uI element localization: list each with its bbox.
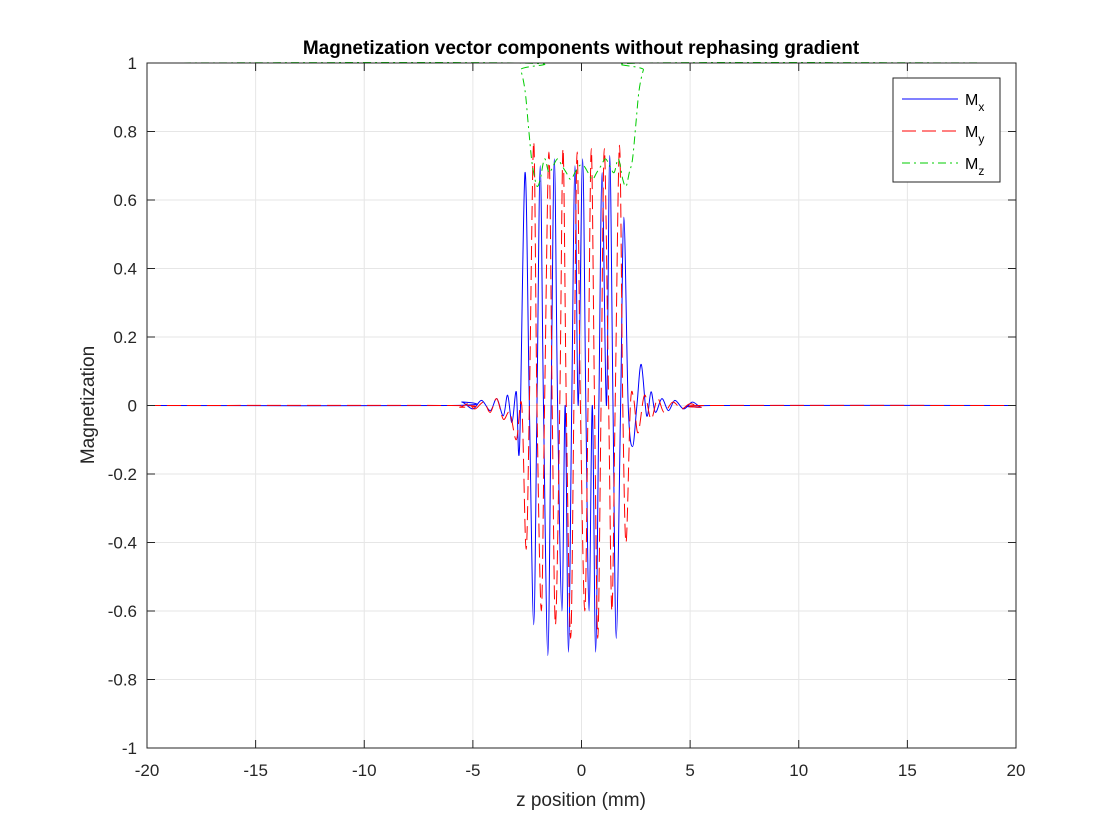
legend-label-mz: Mz — [965, 156, 984, 178]
x-tick-label: -20 — [135, 761, 160, 780]
y-tick-label: 0.4 — [113, 260, 137, 279]
series-line-my — [146, 141, 1017, 639]
y-tick-label: 0.6 — [113, 191, 137, 210]
x-tick-label: 10 — [789, 761, 808, 780]
y-tick-label: -0.8 — [108, 671, 137, 690]
y-axis-label: Magnetization — [78, 346, 99, 464]
legend-label-mx: Mx — [965, 92, 984, 114]
series-line-mz — [146, 61, 1017, 188]
series-layer — [146, 61, 1017, 657]
x-tick-label: 20 — [1007, 761, 1026, 780]
legend-label-main: M — [965, 92, 978, 109]
x-tick-label: 15 — [898, 761, 917, 780]
chart-title: Magnetization vector components without … — [303, 38, 860, 59]
tick-marks — [146, 62, 1017, 749]
y-tick-labels: -1 -0.8 -0.6 -0.4 -0.2 0 0.2 0.4 0.6 0.8 1 — [108, 54, 137, 758]
legend-label-subscript: x — [978, 100, 984, 114]
legend-label-my: My — [965, 124, 984, 146]
y-tick-label: 0 — [128, 397, 137, 416]
x-axis-label: z position (mm) — [516, 790, 646, 811]
x-tick-label: -10 — [352, 761, 377, 780]
legend-label-main: M — [965, 124, 978, 141]
y-tick-label: -0.6 — [108, 602, 137, 621]
x-tick-label: -15 — [243, 761, 268, 780]
y-tick-label: -1 — [122, 739, 137, 758]
y-tick-label: -0.4 — [108, 534, 137, 553]
x-tick-label: 5 — [685, 761, 694, 780]
y-tick-label: 0.2 — [113, 328, 137, 347]
legend-label-subscript: y — [978, 132, 984, 146]
legend-label-subscript: z — [978, 164, 984, 178]
series-line-mx — [146, 154, 1017, 657]
x-tick-label: -5 — [465, 761, 480, 780]
x-tick-label: 0 — [577, 761, 586, 780]
x-tick-labels: -20 -15 -10 -5 0 5 10 15 20 — [135, 761, 1026, 780]
y-tick-label: 1 — [128, 54, 137, 73]
legend-label-main: M — [965, 156, 978, 173]
legend-box — [892, 77, 1001, 183]
y-tick-label: -0.2 — [108, 465, 137, 484]
y-tick-label: 0.8 — [113, 123, 137, 142]
